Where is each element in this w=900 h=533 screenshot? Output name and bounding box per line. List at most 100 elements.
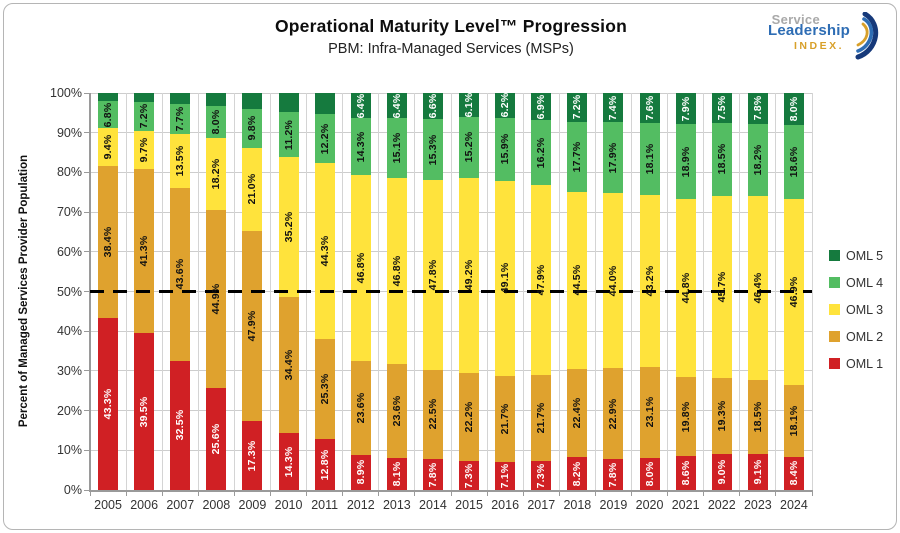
bar-label: 9.4% [102,134,115,160]
y-axis-tick-label: 30% [56,363,82,378]
bar-segment [422,369,443,460]
bar-segment [639,195,660,367]
bar-segment [98,128,119,166]
bar-segment [206,137,227,211]
bar-label: 6.6% [426,93,439,119]
bar-label: 22.4% [571,397,584,429]
bar-label: 41.3% [138,235,151,267]
legend-swatch [829,250,840,261]
bar-segment [98,101,119,129]
bar-label: 7.9% [679,96,692,122]
bar-segment [783,93,804,125]
bar-label: 45.7% [715,271,728,303]
logo-text-leadership: Leadership [767,22,850,39]
bar-label: 44.5% [571,264,584,296]
bar-label: 35.2% [282,211,295,243]
bar-label: 16.2% [535,137,548,168]
bar-segment [98,165,119,319]
x-axis-line [89,490,813,492]
bar-segment [531,374,552,461]
brand-logo: Service Leadership INDEX. [766,10,884,62]
bar-segment [783,384,804,457]
bar-segment [350,360,371,455]
bar-label: 18.6% [787,146,800,178]
bar-label: 18.2% [751,144,764,176]
bar-label: 47.9% [246,310,259,342]
legend: OML 5 OML 4 OML 3 OML 2 OML 1 [829,242,883,377]
y-axis-tick-label: 10% [56,443,82,458]
bar-segment [675,377,696,456]
bar-segment [170,360,191,490]
bar-label: 7.8% [426,462,439,487]
bar-label: 15.9% [499,133,512,165]
bar-label: 46.8% [354,252,367,284]
bar-label: 43.3% [102,388,115,420]
bar-label: 7.8% [607,462,620,487]
bar-label: 12.2% [318,123,331,155]
x-axis-tick-label: 2012 [346,498,375,512]
bar-label: 18.5% [715,144,728,175]
bar-label: 7.3% [463,463,476,488]
x-axis-tick-label: 2015 [455,498,483,512]
bar-label: 44.0% [607,265,620,297]
x-axis-tick [667,491,669,496]
chart-title: Operational Maturity Level™ Progression [274,16,628,36]
bar-label: 44.9% [210,283,223,315]
bar-label: 6.8% [102,102,115,128]
y-axis-tick [84,291,89,292]
y-axis-tick-label: 80% [56,165,82,180]
bar-label: 32.5% [174,410,187,441]
x-axis-tick-label: 2017 [527,498,556,512]
y-axis-tick-label: 0% [63,483,82,497]
bar-label: 39.5% [138,396,151,427]
bar-segment [278,433,299,490]
bar-label: 11.2% [282,119,295,150]
bar-label: 46.8% [390,255,403,287]
legend-swatch [829,304,840,315]
bar-label: 44.3% [318,235,331,267]
bar-label: 7.2% [571,94,584,120]
bar-segment [350,175,371,361]
bar-segment [386,364,407,458]
x-axis-tick-label: 2024 [780,498,808,512]
bar-segment [242,108,263,148]
bar-segment [459,177,480,373]
bar-label: 9.8% [246,115,259,141]
x-axis-tick [703,491,705,496]
bar-label: 17.9% [607,142,620,174]
bar-label: 8.1% [390,461,403,487]
bar-segment [531,184,552,375]
bar-segment [747,123,768,197]
bar-label: 7.1% [499,463,512,489]
bar-segment [747,380,768,454]
bar-segment [278,112,299,157]
x-axis-tick [197,491,199,496]
bar-segment [242,421,263,490]
y-axis-tick-label: 60% [56,244,82,259]
bar-segment [459,372,480,461]
bar-segment [675,124,696,200]
bar-segment [314,162,335,339]
x-axis-tick-label: 2016 [491,498,520,512]
bar-segment [711,93,732,123]
bar-label: 8.6% [679,460,692,486]
bar-segment [495,180,516,376]
x-axis-tick-label: 2006 [130,498,159,512]
y-axis-tick-label: 20% [56,403,82,418]
bar-label: 7.4% [607,95,620,121]
legend-item: OML 1 [829,350,883,377]
bar-label: 18.2% [210,158,223,190]
bar-segment [134,93,155,103]
x-axis-tick-label: 2005 [94,498,122,512]
bar-segment [170,187,191,361]
bar-label: 18.9% [679,146,692,178]
bar-label: 15.1% [390,132,403,164]
legend-item: OML 5 [829,242,883,269]
bar-segment [422,119,443,180]
x-axis-tick [125,491,127,496]
bar-label: 6.4% [354,93,367,119]
y-axis-tick-label: 50% [56,284,82,299]
y-axis-tick [84,211,89,213]
bar-segment [495,375,516,462]
